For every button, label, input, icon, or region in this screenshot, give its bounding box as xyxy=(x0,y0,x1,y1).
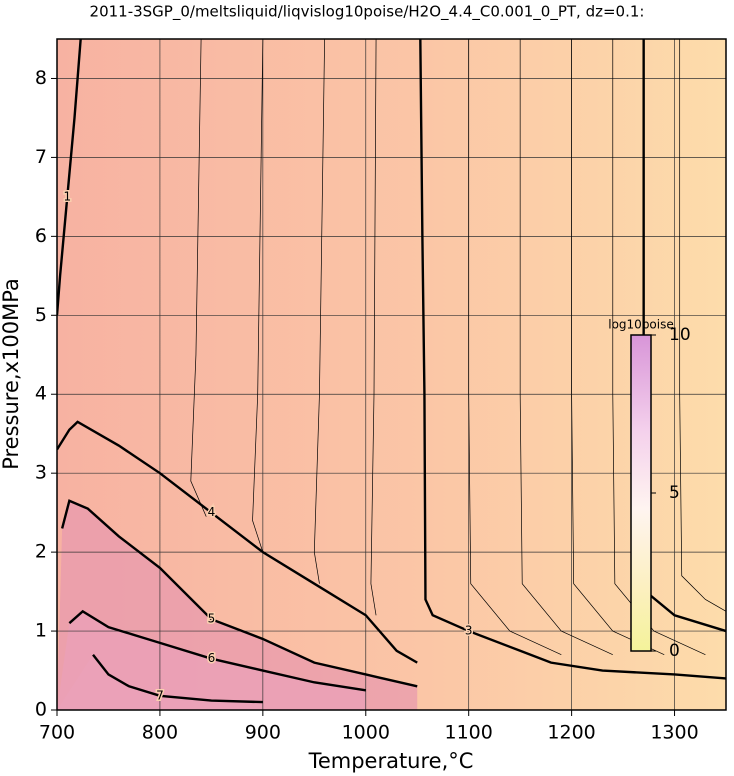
contour-line xyxy=(679,39,726,612)
y-tick-label: 5 xyxy=(35,304,47,326)
colorbar-label: log10poise xyxy=(608,318,674,332)
contour-line xyxy=(60,499,418,688)
contour-line xyxy=(68,609,366,692)
plot-frame xyxy=(56,38,727,711)
contour-line xyxy=(519,39,613,656)
y-axis-label: Pressure,x100MPa xyxy=(0,278,23,470)
plot-area: 3245671 xyxy=(57,39,726,710)
contour-label: 3 xyxy=(465,624,473,638)
colorbar-tick-label: 5 xyxy=(669,483,680,503)
y-tick-label: 4 xyxy=(35,383,47,405)
x-axis-label: Temperature,°C xyxy=(308,749,474,773)
colorbar-tick-label: 10 xyxy=(669,325,691,345)
contour-label: 4 xyxy=(208,505,216,519)
y-tick-label: 3 xyxy=(35,462,47,484)
contour-line xyxy=(571,39,665,656)
x-tick-label: 1000 xyxy=(342,722,390,744)
contour-line xyxy=(370,39,377,616)
contour-line xyxy=(612,39,706,656)
x-tick-label: 900 xyxy=(245,722,281,744)
x-tick-label: 700 xyxy=(39,722,75,744)
x-tick-label: 1300 xyxy=(650,722,698,744)
contour-line xyxy=(313,39,325,584)
colorbar xyxy=(630,334,652,652)
y-tick-label: 0 xyxy=(35,699,47,721)
contour-label: 1 xyxy=(63,189,71,203)
y-tick-label: 1 xyxy=(35,620,47,642)
x-tick-label: 1200 xyxy=(547,722,595,744)
y-tick-label: 8 xyxy=(35,67,47,89)
y-tick-label: 6 xyxy=(35,225,47,247)
contour-line xyxy=(57,420,418,664)
contour-line xyxy=(190,39,207,517)
contour-line xyxy=(57,39,82,316)
contour-line xyxy=(419,39,726,680)
y-tick-label: 2 xyxy=(35,541,47,563)
y-tick-label: 7 xyxy=(35,146,47,168)
chart-title: 2011-3SGP_0/meltsliquid/liqvislog10poise… xyxy=(90,3,645,22)
x-tick-label: 800 xyxy=(142,722,178,744)
contour-fill xyxy=(57,500,418,710)
contour-line xyxy=(468,39,562,656)
contour-line xyxy=(92,654,263,704)
x-tick-label: 1100 xyxy=(445,722,493,744)
colorbar-tick-label: 0 xyxy=(669,641,680,661)
contour-label: 6 xyxy=(208,651,216,665)
contour-label: 5 xyxy=(208,612,216,626)
contour-line xyxy=(252,39,264,553)
contour-label: 7 xyxy=(156,688,164,702)
